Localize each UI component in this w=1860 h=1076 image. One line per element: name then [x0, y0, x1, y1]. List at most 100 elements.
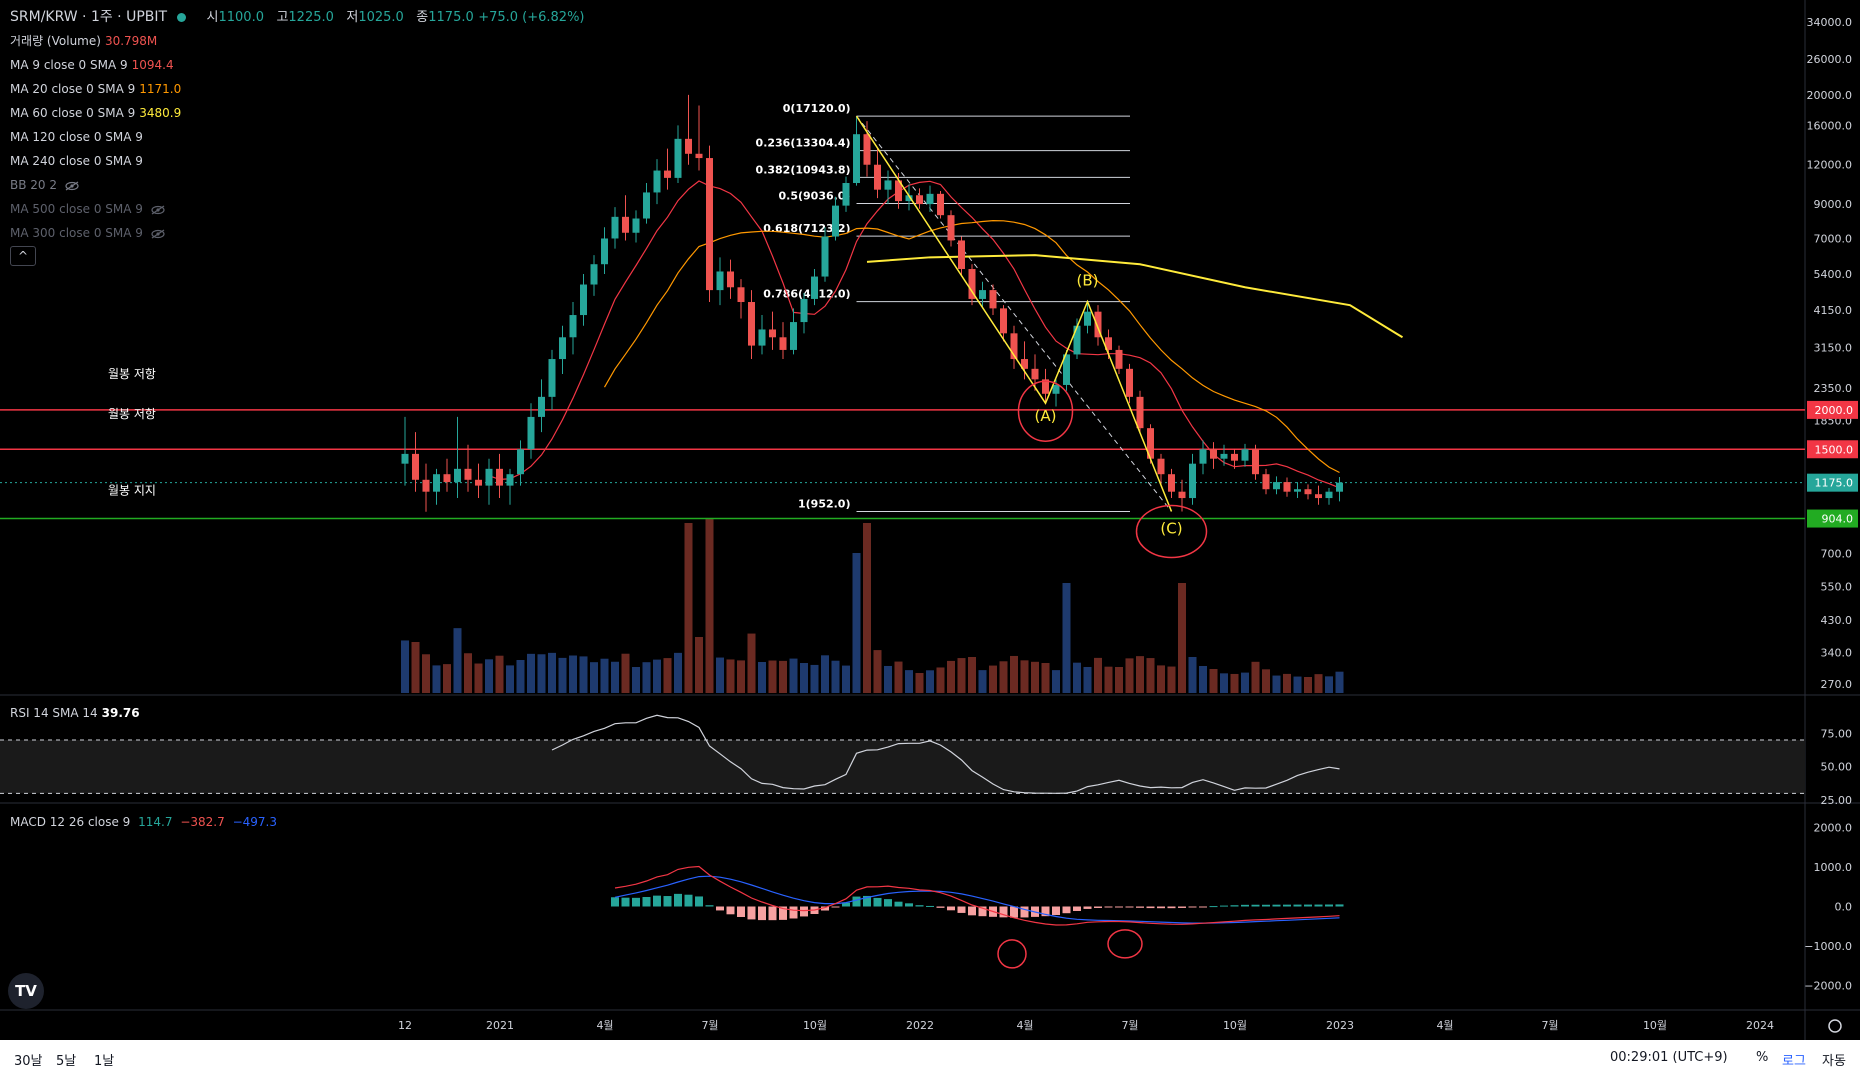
macd-histogram-bar [1052, 906, 1060, 915]
indicator-legend-5[interactable]: MA 240 close 0 SMA 9 [10, 154, 143, 168]
candle-body [779, 337, 787, 350]
volume-bar [537, 654, 546, 693]
candle-body [1063, 354, 1070, 385]
range-5d-button[interactable]: 5날 [56, 1054, 77, 1069]
volume-bar [411, 642, 420, 693]
price-tick-label: 9000.0 [1814, 198, 1853, 211]
volume-bar [926, 670, 934, 693]
volume-bar [758, 662, 766, 693]
volume-bar [789, 658, 798, 693]
hidden-eye-icon[interactable] [65, 181, 79, 191]
candle [926, 185, 934, 212]
candle [674, 125, 682, 184]
candle-body [937, 193, 944, 216]
macd-tick-label: −2000.0 [1804, 979, 1852, 992]
candle [1304, 484, 1312, 500]
log-toggle[interactable]: 로그 [1782, 1054, 1806, 1069]
macd-legend[interactable]: MACD 12 26 close 9 114.7 −382.7 −497.3 [10, 815, 277, 829]
macd-histogram-bar [1272, 904, 1281, 907]
macd-histogram-bar [894, 901, 903, 907]
percent-toggle[interactable]: % [1756, 1050, 1769, 1065]
candle-body [1052, 384, 1060, 394]
candle [527, 403, 535, 459]
candle [590, 255, 598, 296]
candle [1231, 449, 1238, 469]
candle [916, 188, 923, 209]
macd-histogram-bar [705, 905, 714, 907]
indicator-legend-3[interactable]: MA 60 close 0 SMA 9 3480.9 [10, 106, 181, 120]
candle [874, 148, 881, 199]
candle [979, 281, 986, 309]
volume-bar [1272, 675, 1281, 693]
macd-histogram-bar [684, 894, 693, 907]
volume-bar [569, 655, 577, 693]
time-tick-label: 4월 [1016, 1019, 1033, 1032]
candle [1325, 488, 1333, 505]
volume-bar [432, 665, 441, 693]
candle-body [569, 315, 577, 338]
range-1d-button[interactable]: 1날 [94, 1054, 115, 1069]
ohlc-change: +75.0 (+6.82%) [478, 10, 585, 25]
price-tick-label: 5400.0 [1814, 268, 1853, 281]
range-30d-button[interactable]: 30날 [14, 1054, 43, 1069]
candle [758, 315, 766, 355]
rsi-tick-label: 25.00 [1821, 794, 1853, 807]
volume-bar [579, 656, 588, 693]
rsi-band [0, 740, 1805, 794]
candle-body [685, 138, 692, 154]
candle-body [622, 216, 629, 233]
macd-histogram-bar [653, 895, 661, 907]
volume-bar [443, 664, 451, 693]
indicator-legend-4[interactable]: MA 120 close 0 SMA 9 [10, 130, 143, 144]
candle [989, 284, 997, 316]
candle-body [968, 269, 976, 299]
macd-tick-label: 1000.0 [1814, 861, 1853, 874]
candle [401, 416, 409, 486]
candle [737, 279, 745, 319]
macd-histogram-bar [1314, 904, 1323, 907]
indicator-label: MA 9 close 0 SMA 9 [10, 58, 128, 72]
macd-histogram-bar [726, 906, 735, 915]
settings-gear-icon[interactable] [1828, 1019, 1842, 1033]
volume-bar [1052, 670, 1060, 693]
hidden-eye-icon[interactable] [151, 229, 165, 239]
volume-bar [1167, 666, 1176, 693]
collapse-legend-button[interactable]: ^ [10, 246, 36, 266]
symbol-title[interactable]: SRM/KRW · 1주 · UPBIT [10, 9, 168, 25]
indicator-legend-6[interactable]: BB 20 2 [10, 178, 79, 192]
time-tick-label: 10월 [1223, 1019, 1247, 1032]
tradingview-logo[interactable]: TV [8, 973, 44, 1009]
indicator-legend-7[interactable]: MA 500 close 0 SMA 9 [10, 202, 165, 216]
candle [685, 94, 692, 165]
candle [958, 236, 965, 277]
candle [506, 468, 514, 505]
indicator-label: 거래량 (Volume) [10, 34, 101, 48]
candle-body [884, 180, 892, 190]
indicator-legend-1[interactable]: MA 9 close 0 SMA 9 1094.4 [10, 58, 174, 72]
volume-bar [1335, 671, 1344, 693]
candle [1210, 442, 1217, 469]
volume-bar [516, 660, 525, 693]
indicator-legend-2[interactable]: MA 20 close 0 SMA 9 1171.0 [10, 82, 181, 96]
hidden-eye-icon[interactable] [151, 205, 165, 215]
candle [769, 311, 776, 350]
candle-body [842, 183, 850, 206]
candle [1115, 345, 1123, 374]
price-chart[interactable]: 0(17120.0) 0.236(13304.4) 0.382(10943.8) 0.… [0, 0, 1860, 1040]
volume-bar [716, 657, 724, 693]
volume-bar [684, 523, 693, 693]
macd-histogram-bar [1241, 904, 1249, 907]
indicator-legend-8[interactable]: MA 300 close 0 SMA 9 [10, 226, 165, 240]
candle-body [1073, 325, 1081, 355]
indicator-legend-0[interactable]: 거래량 (Volume) 30.798M [10, 34, 157, 48]
clock-readout[interactable]: 00:29:01 (UTC+9) [1610, 1050, 1728, 1065]
candle [937, 191, 944, 219]
auto-toggle[interactable]: 자동 [1822, 1054, 1846, 1069]
rsi-legend[interactable]: RSI 14 SMA 14 39.76 [10, 706, 140, 720]
candle-body [601, 238, 608, 265]
candle-body [1042, 379, 1049, 394]
macd-signal-line [614, 875, 1340, 924]
volume-bar [527, 653, 535, 693]
macd-histogram-bar [936, 906, 945, 908]
candle [968, 264, 976, 306]
